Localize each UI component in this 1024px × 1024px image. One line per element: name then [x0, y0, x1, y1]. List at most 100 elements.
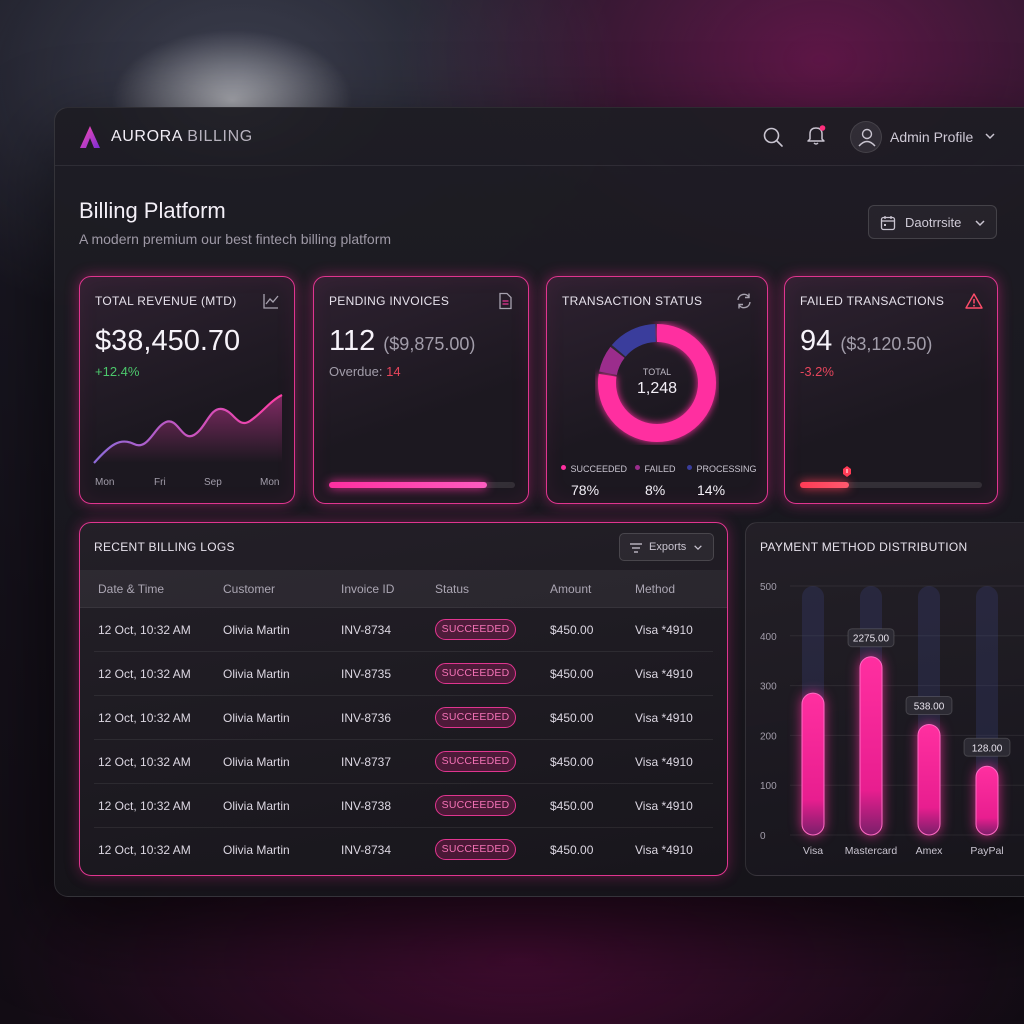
failed-transactions-card[interactable]: FAILED TRANSACTIONS 94 ($3,120.50) -3.2% [784, 276, 998, 504]
status-badge: SUCCEEDED [435, 751, 516, 772]
customer-cell: Olivia Martin [223, 667, 290, 681]
data-label: 128.00 [963, 737, 1011, 757]
customer-cell: Olivia Martin [223, 711, 290, 725]
calendar-icon [880, 216, 896, 231]
spark-label: Mon [95, 477, 115, 488]
spark-label: Fri [154, 477, 166, 488]
table-row[interactable]: 12 Oct, 10:32 AM Olivia Martin INV-8738 SUC… [94, 784, 713, 828]
refresh-icon[interactable] [735, 292, 753, 310]
y-tick-label: 100 [760, 781, 777, 792]
column-header[interactable]: Invoice ID [341, 582, 395, 596]
bar-visa[interactable] [801, 692, 825, 836]
avatar[interactable] [850, 121, 882, 153]
method-cell: Visa *4910 [635, 755, 693, 769]
customer-cell: Olivia Martin [223, 755, 290, 769]
pending-count: 112 [329, 325, 376, 357]
bar-mastercard[interactable] [859, 656, 883, 836]
date-cell: 12 Oct, 10:32 AM [98, 843, 191, 857]
bar-amex[interactable] [917, 723, 941, 836]
filter-icon [630, 543, 642, 553]
date-range-label: Daotrrsite [905, 215, 962, 230]
status-badge: SUCCEEDED [435, 707, 516, 728]
brand-name: AURORA BILLING [111, 128, 253, 146]
date-cell: 12 Oct, 10:32 AM [98, 623, 191, 637]
bar-paypal[interactable] [975, 765, 999, 836]
legend-succeeded: SUCCEEDED 78% [561, 459, 627, 498]
legend-value: 78% [571, 482, 600, 498]
y-tick-label: 200 [760, 731, 777, 742]
amount-cell: $450.00 [550, 843, 594, 857]
chevron-down-icon [975, 220, 985, 227]
payment-bar-chart: 0 100 200 300 400 500 Visa Mastercard 2275.00 Ame… [760, 582, 1024, 857]
line-chart-icon [263, 294, 279, 309]
status-badge: SUCCEEDED [435, 795, 516, 816]
invoice-cell: INV-8734 [341, 843, 392, 857]
donut-total-label: TOTAL [642, 367, 672, 377]
table-row[interactable]: 12 Oct, 10:32 AM Olivia Martin INV-8736 SUC… [94, 696, 713, 740]
transaction-card-title: TRANSACTION STATUS [562, 294, 703, 308]
pending-invoices-card[interactable]: PENDING INVOICES 112 ($9,875.00) Overdue… [313, 276, 529, 504]
amount-cell: $450.00 [550, 623, 594, 637]
page-title: Billing Platform [79, 198, 226, 223]
data-label: 2275.00 [847, 628, 895, 648]
column-header[interactable]: Date & Time [98, 582, 165, 596]
legend-failed: FAILED 8% [635, 459, 675, 498]
transaction-donut-chart [598, 324, 716, 442]
legend-swatch [687, 465, 692, 471]
svg-text:538.00: 538.00 [914, 701, 945, 712]
y-tick-label: 300 [760, 682, 777, 693]
overdue-line: Overdue: 14 [329, 364, 401, 379]
method-cell: Visa *4910 [635, 711, 693, 725]
x-tick-label: PayPal [970, 845, 1003, 857]
column-header[interactable]: Customer [223, 582, 276, 596]
payment-title: PAYMENT METHOD DISTRIBUTION [760, 540, 968, 554]
amount-cell: $450.00 [550, 799, 594, 813]
legend-value: 14% [697, 482, 726, 498]
invoice-cell: INV-8735 [341, 667, 392, 681]
chevron-down-icon[interactable] [984, 131, 996, 141]
column-header[interactable]: Amount [550, 582, 592, 596]
failed-value: 94 ($3,120.50) [800, 325, 932, 358]
search-icon[interactable] [762, 126, 784, 148]
column-header[interactable]: Status [435, 582, 470, 596]
failed-progress-fill [800, 466, 852, 488]
method-cell: Visa *4910 [635, 623, 693, 637]
transaction-status-card[interactable]: TRANSACTION STATUS TOTAL 1,248 SUCCEEDED… [546, 276, 768, 504]
method-cell: Visa *4910 [635, 667, 693, 681]
svg-text:2275.00: 2275.00 [853, 634, 890, 645]
legend-value: 8% [645, 482, 666, 498]
failed-card-title: FAILED TRANSACTIONS [800, 294, 945, 308]
table-row[interactable]: 12 Oct, 10:32 AM Olivia Martin INV-8737 SUC… [94, 740, 713, 784]
profile-name[interactable]: Admin Profile [890, 129, 974, 145]
marker-icon [843, 466, 852, 477]
exports-label: Exports [649, 541, 687, 553]
table-row[interactable]: 12 Oct, 10:32 AM Olivia Martin INV-8734 SUC… [94, 828, 713, 872]
x-tick-label: Amex [916, 845, 944, 857]
spark-label: Mon [260, 477, 280, 488]
date-range-button[interactable]: Daotrrsite [868, 205, 997, 239]
date-cell: 12 Oct, 10:32 AM [98, 711, 191, 725]
revenue-change: +12.4% [95, 364, 140, 379]
y-tick-label: 500 [760, 582, 777, 593]
y-tick-label: 0 [760, 831, 766, 842]
column-header[interactable]: Method [635, 582, 676, 596]
date-cell: 12 Oct, 10:32 AM [98, 799, 191, 813]
bell-icon[interactable] [805, 124, 827, 146]
document-icon [499, 292, 512, 310]
table-row[interactable]: 12 Oct, 10:32 AM Olivia Martin INV-8735 SUC… [94, 652, 713, 696]
status-badge: SUCCEEDED [435, 839, 516, 860]
pending-progress-fill [329, 482, 488, 488]
logs-title: RECENT BILLING LOGS [94, 540, 235, 554]
y-tick-label: 400 [760, 632, 777, 643]
date-cell: 12 Oct, 10:32 AM [98, 667, 191, 681]
legend-label: SUCCEEDED [570, 464, 627, 474]
revenue-card[interactable]: TOTAL REVENUE (MTD) $38,450.70 +12.4% Mo… [79, 276, 295, 504]
x-tick-label: Visa [803, 845, 823, 857]
table-row[interactable]: 12 Oct, 10:32 AM Olivia Martin INV-8734 SUC… [94, 608, 713, 652]
amount-cell: $450.00 [550, 755, 594, 769]
warning-icon [965, 293, 983, 309]
pending-progress-track [329, 482, 515, 488]
failed-change: -3.2% [800, 364, 834, 379]
legend-processing: PROCESSING 14% [687, 459, 756, 498]
exports-button[interactable]: Exports [619, 533, 714, 561]
